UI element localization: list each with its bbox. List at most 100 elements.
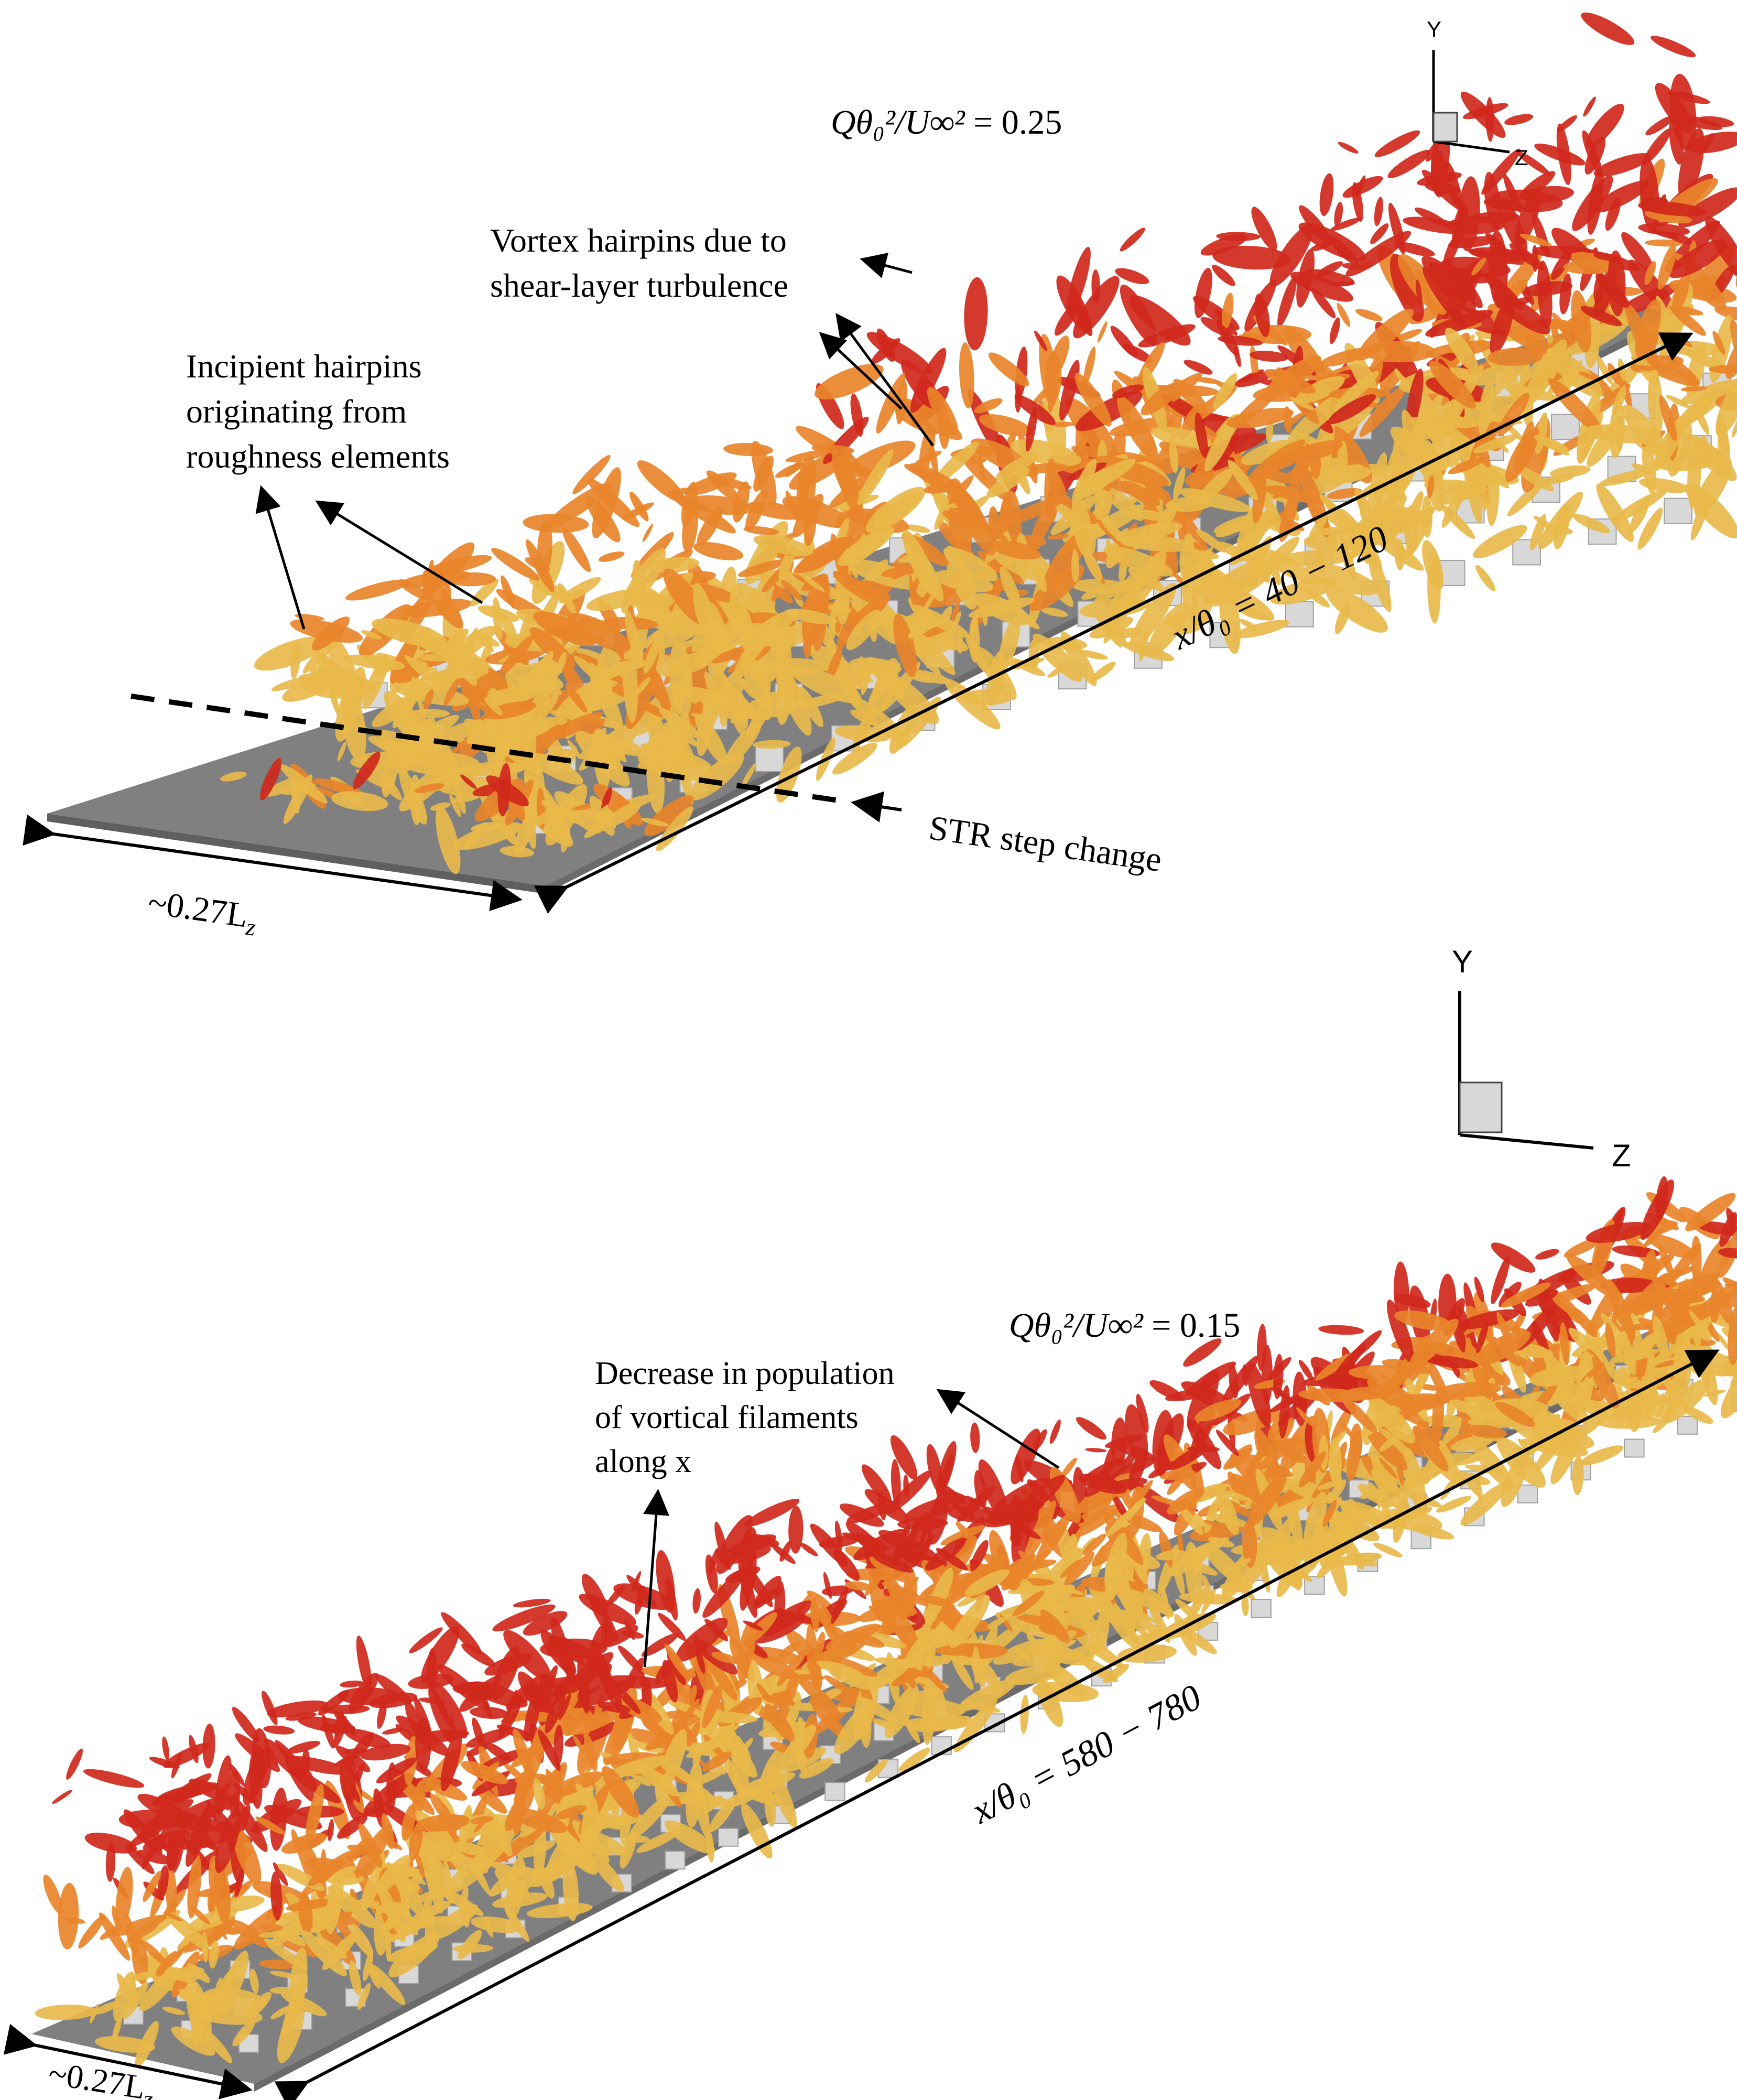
vortex-structure [385,1931,392,1962]
vortex-structure [229,1763,245,1787]
vortex-structure [1593,153,1652,177]
vortex-structure [1658,1245,1674,1278]
vortex-structure [483,701,537,720]
vortex-structure [1698,116,1734,127]
bottom-decrease-arrow-1 [936,1389,1060,1469]
vortex-structure [523,514,589,533]
vortex-structure [1516,151,1551,176]
vortex-structure [105,1843,116,1882]
vortex-structure [1493,292,1550,334]
vortex-structure [1221,293,1234,330]
vortex-structure [136,1849,172,1865]
vortex-structure [466,627,478,648]
vortex-structure [451,794,481,804]
vortex-structure [1534,143,1586,166]
vortex-structure [1387,149,1431,178]
bottom-axis-z-label: Z [1612,1138,1631,1173]
vortex-structure [959,342,974,409]
vortex-structure [295,614,325,621]
vortex-structure [1696,1221,1737,1236]
vortex-structure [484,697,503,716]
top-str-arrow [851,791,902,822]
vortex-structure [1476,1321,1489,1353]
vortex-structure [189,1905,210,1925]
vortex-structure [501,575,516,609]
vortex-structure [215,1808,241,1873]
vortex-structure [1563,259,1618,275]
roughness-element [1285,601,1314,627]
bottom-decrease-text-1: Decrease in population [595,1356,895,1391]
vortex-structure [1319,173,1334,217]
vortex-structure [1712,331,1725,355]
vortex-structure [1374,130,1420,157]
vortex-structure [1670,341,1721,356]
vortex-structure [1730,319,1737,363]
vortex-structure [1414,207,1448,226]
vortex-structure [598,551,625,562]
vortex-structure [1085,1448,1107,1453]
vortex-structure [226,1791,240,1811]
roughness-element [665,1850,686,1870]
vortex-structure [410,709,450,718]
vortex-structure [271,677,309,691]
vortex-structure [486,775,529,807]
vortex-structure [1638,201,1707,217]
vortex-structure [1045,351,1062,402]
vortex-structure [163,1911,183,1922]
vortex-structure [492,597,503,641]
vortex-structure [162,1736,169,1761]
vortex-structure [213,1925,240,1935]
vortex-structure [1593,180,1649,213]
top-range-arrow [534,332,1693,914]
vortex-structure [522,713,537,761]
vortex-structure [112,1905,120,1927]
vortex-structure [1621,232,1654,273]
vortex-structure [1491,1242,1536,1273]
vortex-structure [423,555,492,576]
vortex-structure [1681,1296,1706,1304]
vortex-structure [1299,205,1331,244]
vortex-structure [202,1723,215,1769]
vortex-structure [1483,198,1523,211]
vortex-structure [1329,236,1359,265]
vortex-structure [1715,1285,1737,1307]
top-incipient-arrow-2 [315,500,483,604]
vortex-structure [127,1923,159,1942]
vortex-structure [1254,294,1270,338]
top-axis-triad: Y Z [1427,17,1528,170]
bottom-q-criterion-label: Qθ₀²/U∞² = 0.15 [1009,1306,1240,1345]
vortex-structure [150,1828,169,1853]
vortex-structure [448,572,496,587]
vortex-structure [231,1920,270,1948]
vortex-structure [1532,245,1538,272]
vortex-structure [1653,1282,1696,1326]
vortex-structure [35,2004,96,2020]
vortex-structure [1448,268,1490,284]
vortex-structure [337,741,346,762]
vortex-structure [1557,115,1578,133]
vortex-structure [93,2001,121,2015]
vortex-structure [400,570,471,588]
vortex-structure [1587,168,1604,235]
vortex-structure [1709,365,1737,373]
vortex-structure [209,1940,219,1969]
vortex-structure [1731,412,1737,438]
vortex-structure [232,1707,260,1743]
vortex-structure [290,641,301,679]
vortex-structure [353,752,381,789]
vortex-structure [1330,217,1362,231]
bottom-width-arrow [3,2023,253,2099]
top-str-dashed-line [131,694,850,805]
vortex-structure [1716,368,1737,437]
vortex-structure [233,1782,256,1804]
top-axis-y-label: Y [1427,17,1441,41]
vortex-structure [1686,132,1737,154]
top-width-arrow [23,814,523,912]
vortex-structure [964,277,988,351]
vortex-structure [66,1748,83,1780]
vortex-structure [1718,1367,1737,1377]
vortex-structure [1666,232,1692,244]
vortex-structure [1425,309,1493,337]
vortex-structure [1310,241,1332,251]
